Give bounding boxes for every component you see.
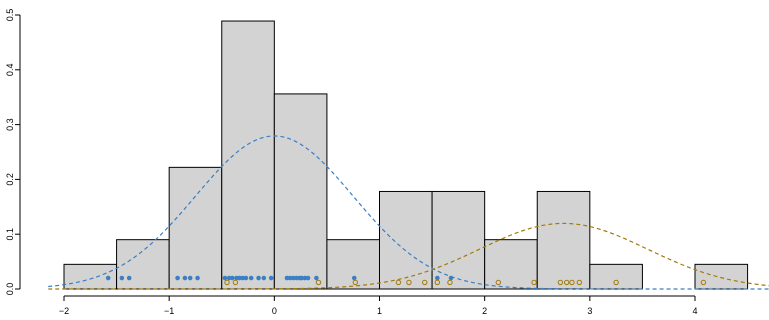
data-point-series-2-1	[232, 279, 239, 286]
histogram-bar-1	[116, 239, 170, 290]
data-point-series-1-26	[314, 275, 319, 281]
data-point-series-2-4	[395, 279, 402, 286]
data-point-series-1-9	[229, 275, 235, 281]
data-point-series-2-16	[700, 279, 707, 286]
histogram-bar-12	[694, 263, 749, 290]
data-point-series-2-10	[531, 279, 537, 286]
data-point-series-1-29	[448, 275, 454, 281]
density-curve-2	[48, 222, 769, 290]
data-point-series-2-9	[495, 279, 502, 286]
data-point-series-1-0	[105, 275, 111, 281]
histogram-bar-7	[431, 190, 486, 290]
y-tick-label-2: 0.2	[5, 173, 15, 186]
histogram-bar-8	[484, 239, 538, 290]
data-point-series-1-27	[351, 275, 357, 281]
x-tick-label-5: 3	[587, 306, 592, 316]
data-point-series-1-14	[248, 275, 254, 281]
data-point-series-2-6	[422, 279, 428, 286]
x-tick-label-1: −1	[164, 306, 174, 316]
data-point-series-2-7	[434, 279, 441, 286]
histogram-bar-4	[273, 93, 328, 290]
density-curve-1	[48, 135, 769, 290]
histogram-bar-2	[168, 166, 223, 290]
data-point-series-2-0	[224, 279, 230, 286]
x-tick-label-2: 0	[272, 306, 277, 316]
data-point-series-1-17	[268, 275, 274, 281]
data-point-series-2-8	[447, 279, 453, 286]
histogram-bar-9	[536, 190, 591, 290]
data-point-series-1-1	[119, 275, 125, 281]
data-point-series-1-3	[175, 275, 180, 281]
data-point-series-1-4	[182, 275, 188, 281]
y-tick-label-4: 0.4	[5, 64, 15, 77]
data-point-series-1-16	[261, 275, 267, 281]
y-tick-label-5: 0.5	[5, 9, 15, 22]
data-point-series-1-2	[126, 275, 132, 281]
histogram-bar-3	[221, 20, 275, 290]
y-tick-label-0: 0.0	[5, 283, 15, 296]
data-point-series-2-3	[352, 279, 359, 286]
data-point-series-1-13	[243, 275, 249, 281]
x-tick-label-4: 2	[482, 306, 487, 316]
data-point-series-2-14	[576, 279, 583, 286]
data-point-series-2-11	[557, 279, 564, 286]
histogram-bar-6	[379, 190, 433, 290]
data-point-series-1-28	[435, 275, 440, 281]
data-point-series-2-15	[613, 279, 619, 286]
y-tick-label-1: 0.1	[5, 228, 15, 241]
histogram-bar-5	[326, 239, 380, 290]
data-point-series-2-13	[569, 279, 575, 286]
data-point-series-1-5	[187, 275, 193, 281]
data-point-series-1-25	[305, 275, 311, 281]
data-point-series-1-15	[256, 275, 261, 281]
histogram-bar-10	[589, 263, 643, 290]
data-point-series-2-12	[563, 279, 570, 286]
x-tick-label-3: 1	[377, 306, 382, 316]
data-point-series-1-6	[195, 275, 200, 281]
data-point-series-2-5	[406, 279, 412, 286]
data-point-series-1-7	[222, 275, 228, 281]
data-point-series-2-2	[315, 279, 322, 286]
x-tick-label-6: 4	[692, 306, 697, 316]
x-tick-label-0: −2	[59, 306, 69, 316]
y-tick-label-3: 0.3	[5, 118, 15, 131]
